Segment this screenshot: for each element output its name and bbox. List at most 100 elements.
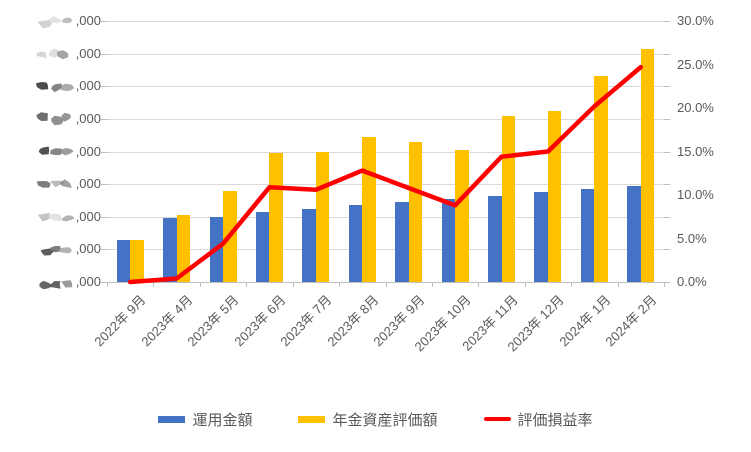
redaction-scribble bbox=[36, 178, 72, 188]
category-axis-tick bbox=[385, 282, 387, 287]
bar-invested-amount bbox=[255, 211, 270, 282]
right-axis-label: 30.0% bbox=[677, 13, 714, 28]
left-axis-label: ,000 bbox=[36, 46, 101, 62]
redaction-scribble bbox=[35, 112, 71, 126]
left-axis-label-suffix: ,000 bbox=[75, 110, 101, 126]
legend: 運用金額 年金資産評価額 評価損益率 bbox=[0, 406, 751, 432]
redaction-scribble bbox=[38, 279, 72, 289]
bar-invested-amount bbox=[209, 216, 224, 282]
left-axis-label-suffix: ,000 bbox=[75, 143, 101, 159]
right-axis-label: 15.0% bbox=[677, 143, 714, 159]
right-axis-tick bbox=[664, 184, 670, 186]
redaction-scribble bbox=[36, 48, 68, 60]
gridline bbox=[107, 118, 664, 120]
category-axis-tick bbox=[664, 282, 665, 287]
category-axis-tick bbox=[199, 282, 201, 287]
right-axis-tick bbox=[664, 118, 670, 120]
left-axis-tick bbox=[101, 53, 107, 55]
right-axis-tick bbox=[664, 282, 670, 283]
legend-item-valuation-pl-rate: 評価損益率 bbox=[483, 409, 593, 430]
bar-pension-asset-value bbox=[547, 110, 562, 282]
left-axis-label-suffix: ,000 bbox=[75, 176, 101, 192]
category-axis-tick bbox=[478, 282, 480, 287]
left-axis-label: ,000 bbox=[36, 241, 101, 257]
bar-invested-amount bbox=[534, 192, 548, 282]
legend-label: 評価損益率 bbox=[517, 411, 593, 429]
category-axis-tick bbox=[292, 282, 294, 287]
right-axis-tick bbox=[664, 86, 670, 88]
gridline bbox=[107, 184, 664, 186]
gridline bbox=[107, 53, 664, 55]
category-axis-tick bbox=[617, 282, 619, 287]
right-axis-tick bbox=[664, 216, 670, 218]
bar-invested-amount bbox=[488, 195, 502, 282]
bar-invested-amount bbox=[163, 218, 177, 282]
redaction-scribble bbox=[40, 245, 72, 256]
left-axis-tick bbox=[101, 21, 107, 22]
left-axis-label-suffix: ,000 bbox=[75, 78, 101, 94]
legend-item-invested-amount: 運用金額 bbox=[158, 409, 252, 430]
category-axis-tick bbox=[431, 282, 433, 287]
bar-pension-asset-value bbox=[640, 48, 655, 282]
legend-bar-swatch-icon bbox=[158, 415, 186, 423]
legend-label: 運用金額 bbox=[192, 411, 253, 429]
left-axis-tick bbox=[101, 151, 107, 153]
bar-pension-asset-value bbox=[501, 115, 516, 282]
left-axis-tick bbox=[101, 216, 107, 218]
bar-pension-asset-value bbox=[455, 149, 469, 282]
bar-pension-asset-value bbox=[594, 76, 608, 282]
right-axis-tick bbox=[664, 249, 670, 251]
bar-pension-asset-value bbox=[130, 239, 144, 282]
gridline bbox=[107, 86, 664, 88]
bar-invested-amount bbox=[395, 202, 409, 282]
right-axis-tick bbox=[664, 21, 670, 22]
category-axis-tick bbox=[246, 282, 248, 287]
redaction-scribble bbox=[37, 213, 74, 222]
right-axis-label: 25.0% bbox=[677, 56, 714, 72]
left-axis-label: ,000 bbox=[35, 78, 101, 94]
left-axis-label: ,000 bbox=[35, 110, 101, 127]
right-axis-tick bbox=[664, 53, 670, 55]
left-axis-label: ,000 bbox=[36, 274, 101, 290]
bar-invested-amount bbox=[627, 185, 641, 282]
left-axis-tick bbox=[101, 86, 107, 88]
left-axis-label-suffix: ,000 bbox=[75, 241, 101, 257]
redaction-scribble bbox=[35, 81, 74, 92]
category-axis-tick bbox=[339, 282, 341, 287]
bar-invested-amount bbox=[580, 189, 595, 282]
bar-invested-amount bbox=[441, 198, 456, 282]
gridline bbox=[107, 21, 664, 22]
bar-pension-asset-value bbox=[315, 151, 330, 282]
left-axis-label: ,000 bbox=[36, 13, 101, 29]
left-axis-label: ,000 bbox=[36, 176, 101, 192]
right-axis-label: 10.0% bbox=[677, 187, 714, 202]
redaction-scribble bbox=[38, 146, 74, 156]
right-axis-label: 5.0% bbox=[677, 230, 707, 246]
left-axis-label: ,000 bbox=[36, 144, 101, 160]
left-axis-label: ,000 bbox=[36, 209, 101, 225]
right-axis-label: 0.0% bbox=[677, 274, 707, 289]
left-axis-tick bbox=[101, 282, 107, 283]
bar-pension-asset-value bbox=[362, 136, 376, 282]
right-axis-label: 20.0% bbox=[677, 100, 714, 115]
category-axis-tick bbox=[107, 282, 108, 287]
bar-pension-asset-value bbox=[176, 215, 191, 282]
legend-label: 年金資産評価額 bbox=[332, 411, 438, 429]
left-axis-label-suffix: ,000 bbox=[75, 274, 101, 289]
right-axis-tick bbox=[664, 151, 670, 153]
redaction-scribble bbox=[37, 15, 72, 28]
left-axis-label-suffix: ,000 bbox=[75, 208, 101, 224]
category-axis-tick bbox=[571, 282, 573, 287]
left-axis-label-suffix: ,000 bbox=[75, 13, 101, 28]
bar-pension-asset-value bbox=[223, 190, 237, 282]
bar-invested-amount bbox=[302, 208, 316, 282]
bar-pension-asset-value bbox=[408, 141, 423, 282]
category-axis-tick bbox=[153, 282, 155, 287]
bar-invested-amount bbox=[348, 205, 363, 282]
left-axis-label-suffix: ,000 bbox=[75, 45, 101, 61]
bar-pension-asset-value bbox=[269, 153, 283, 282]
category-axis-tick bbox=[524, 282, 526, 287]
legend-line-swatch-icon bbox=[483, 417, 511, 421]
legend-item-pension-asset-value: 年金資産評価額 bbox=[298, 409, 438, 430]
